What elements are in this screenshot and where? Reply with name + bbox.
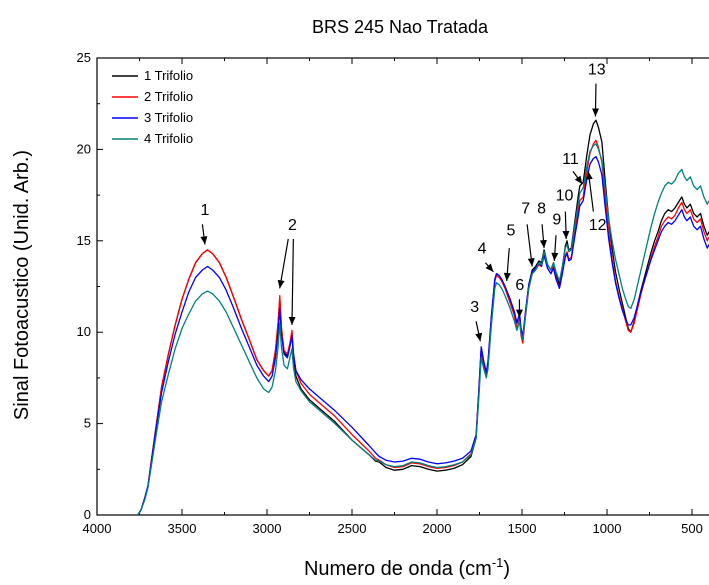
y-tick-label: 25 bbox=[77, 50, 91, 65]
peak-arrow-head bbox=[592, 108, 600, 117]
peak-label: 5 bbox=[506, 222, 515, 239]
y-axis-ticks: 0 5 10 15 20 25 bbox=[77, 50, 103, 522]
peak-label: 13 bbox=[588, 61, 606, 78]
x-tick-label: 1000 bbox=[593, 521, 622, 536]
peak-arrow-head bbox=[527, 258, 535, 267]
legend-label: 2 Trifolio bbox=[144, 89, 193, 104]
peak-label: 11 bbox=[562, 151, 579, 168]
peak-label: 8 bbox=[537, 200, 546, 217]
x-tick-label: 2500 bbox=[338, 521, 367, 536]
legend-label: 1 Trifolio bbox=[144, 68, 193, 83]
legend-label: 4 Trifolio bbox=[144, 131, 193, 146]
series-lines bbox=[137, 119, 709, 515]
chart-title: BRS 245 Nao Tratada bbox=[312, 17, 489, 37]
peak-label: 2 bbox=[288, 217, 297, 234]
x-axis-label: Numero de onda (cm-1) bbox=[304, 555, 510, 580]
peak-arrow-head bbox=[475, 332, 483, 342]
y-tick-label: 0 bbox=[84, 507, 91, 522]
y-tick-label: 10 bbox=[77, 324, 91, 339]
y-tick-label: 20 bbox=[77, 141, 91, 156]
x-tick-label: 1500 bbox=[508, 521, 537, 536]
y-tick-label: 5 bbox=[84, 416, 91, 431]
peak-label: 6 bbox=[515, 277, 524, 294]
x-axis-label-main: Numero de onda (cm bbox=[304, 558, 492, 580]
peak-arrow-head bbox=[585, 171, 593, 180]
peak-arrow-head bbox=[551, 252, 559, 261]
peak-label: 7 bbox=[521, 200, 530, 217]
x-tick-label: 3000 bbox=[253, 521, 282, 536]
peak-label: 4 bbox=[478, 241, 487, 258]
peak-arrow-head bbox=[515, 309, 523, 318]
x-tick-label: 3500 bbox=[168, 521, 197, 536]
series-line-4 bbox=[137, 143, 709, 515]
peak-arrow-line bbox=[291, 238, 294, 325]
legend: 1 Trifolio 2 Trifolio 3 Trifolio 4 Trifolio bbox=[112, 68, 193, 146]
peak-arrow-head bbox=[485, 263, 494, 272]
peak-label: 10 bbox=[556, 188, 574, 205]
x-axis-label-close: ) bbox=[503, 558, 510, 580]
peak-label: 3 bbox=[470, 299, 479, 316]
peak-label: 9 bbox=[552, 211, 561, 228]
y-tick-label: 15 bbox=[77, 233, 91, 248]
x-axis-ticks: 4000 3500 3000 2500 2000 1500 1000 500 bbox=[83, 58, 703, 536]
x-tick-label: 500 bbox=[681, 521, 703, 536]
legend-label: 3 Trifolio bbox=[144, 110, 193, 125]
peak-arrow-head bbox=[562, 230, 570, 239]
peak-arrow-line bbox=[279, 238, 289, 289]
series-line-2 bbox=[137, 139, 709, 515]
x-tick-label: 4000 bbox=[83, 521, 112, 536]
peak-arrow-head bbox=[574, 175, 583, 185]
peak-arrow-head bbox=[539, 239, 547, 249]
peak-label: 12 bbox=[589, 217, 607, 234]
series-line-3 bbox=[137, 156, 709, 515]
peak-label: 1 bbox=[200, 202, 209, 219]
x-tick-label: 2000 bbox=[423, 521, 452, 536]
peak-arrow-head bbox=[200, 236, 208, 245]
x-axis-label-superscript: -1 bbox=[492, 555, 504, 570]
y-axis-label: Sinal Fotoacustico (Unid. Arb.) bbox=[11, 150, 33, 420]
peak-arrow-head bbox=[277, 279, 285, 289]
peak-arrow-head bbox=[288, 316, 296, 325]
peak-arrow-head bbox=[503, 272, 511, 282]
series-line-1 bbox=[137, 119, 709, 515]
